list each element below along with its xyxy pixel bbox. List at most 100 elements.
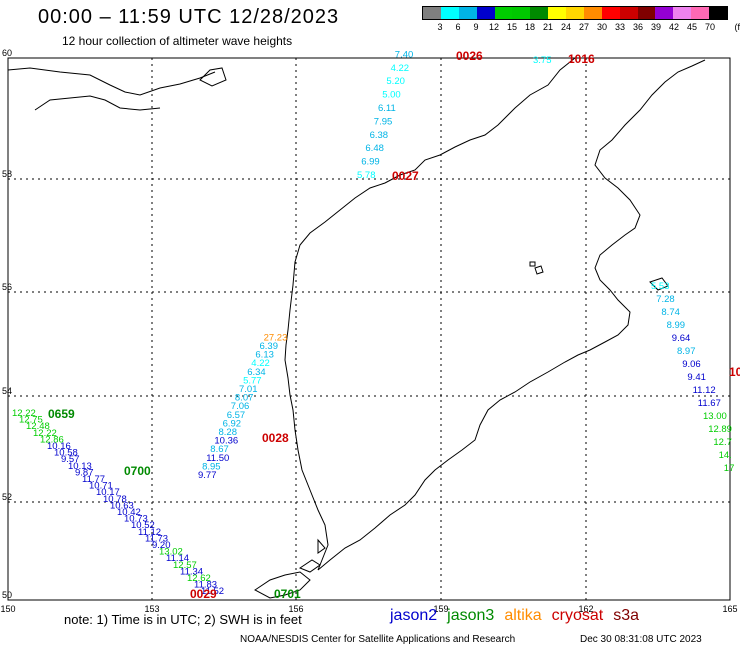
wave-height-value: 5.20 bbox=[386, 76, 405, 87]
wave-height-value: 12.89 bbox=[708, 424, 732, 435]
wave-height-value: 8.95 bbox=[202, 461, 221, 472]
wave-height-value: 11.12 bbox=[693, 385, 716, 396]
wave-height-value: 14. bbox=[719, 450, 732, 461]
scale-tick-label: 70 bbox=[704, 22, 716, 32]
scale-swatch bbox=[494, 7, 513, 19]
wave-height-value: 9.41 bbox=[687, 372, 706, 383]
wave-height-value: 10.78 bbox=[103, 494, 127, 505]
scale-tick-label: 36 bbox=[632, 22, 644, 32]
pass-time-label: 0027 bbox=[392, 169, 419, 183]
latitude-tick-label: 54 bbox=[2, 386, 12, 396]
scale-tick-label: 6 bbox=[455, 22, 461, 32]
scale-swatch bbox=[655, 7, 674, 19]
wave-height-value: 5.78 bbox=[357, 170, 376, 181]
footer-timestamp: Dec 30 08:31:08 UTC 2023 bbox=[580, 634, 702, 645]
wave-height-value: 12.48 bbox=[26, 421, 50, 432]
scale-tick-label: 45 bbox=[686, 22, 698, 32]
wave-height-value: 6.99 bbox=[361, 157, 380, 168]
latitude-tick-label: 56 bbox=[2, 282, 12, 292]
wave-height-value: 7.28 bbox=[656, 294, 675, 305]
color-scale-bar bbox=[422, 6, 728, 20]
scale-swatch bbox=[548, 7, 566, 19]
scale-swatch bbox=[476, 7, 495, 19]
wave-height-value: 10.16 bbox=[47, 441, 71, 452]
scale-tick-label: 9 bbox=[473, 22, 479, 32]
wave-height-value: 5.00 bbox=[382, 90, 401, 101]
wave-height-value: 10.73 bbox=[124, 514, 148, 525]
scale-swatch bbox=[691, 7, 709, 19]
wave-height-value: 13.00 bbox=[703, 411, 727, 422]
wave-height-value: 8.28 bbox=[219, 427, 238, 438]
wave-height-value: 4.22 bbox=[251, 358, 269, 369]
scale-swatch bbox=[583, 7, 602, 19]
latitude-tick-label: 60 bbox=[2, 48, 12, 58]
scale-swatch bbox=[512, 7, 531, 19]
wave-height-value: 8.07 bbox=[235, 393, 254, 404]
longitude-tick-label: 162 bbox=[578, 604, 593, 614]
wave-height-value: 7.40 bbox=[395, 49, 414, 60]
scale-tick-label: 15 bbox=[506, 22, 518, 32]
wave-height-value: 12.22 bbox=[12, 408, 36, 419]
wave-height-value: 8.97 bbox=[677, 346, 696, 357]
scale-swatch bbox=[423, 7, 441, 19]
wave-height-value: 9.77 bbox=[198, 470, 217, 481]
wave-height-value: 9.06 bbox=[682, 359, 701, 370]
legend-item-s3a: s3a bbox=[613, 607, 640, 624]
scale-swatch bbox=[458, 7, 477, 19]
wave-height-value: 9.87 bbox=[75, 467, 94, 478]
legend-item-jason3: jason3 bbox=[447, 607, 495, 624]
wave-height-value: 11.73 bbox=[145, 533, 168, 544]
footer-note: note: 1) Time is in UTC; 2) SWH is in fe… bbox=[64, 612, 302, 627]
wave-height-value: 27.23 bbox=[264, 332, 288, 343]
pass-time-label: 0029 bbox=[190, 587, 217, 601]
scale-tick-label: 3 bbox=[437, 22, 443, 32]
scale-swatch bbox=[709, 7, 727, 19]
latitude-tick-label: 52 bbox=[2, 492, 12, 502]
scale-tick-label: 12 bbox=[488, 22, 500, 32]
scale-swatch bbox=[637, 7, 656, 19]
wave-height-value: 10.17 bbox=[96, 487, 120, 498]
wave-height-value: 6.57 bbox=[227, 410, 246, 421]
scale-swatch bbox=[440, 7, 459, 19]
scale-unit-label: (ft) bbox=[734, 22, 740, 32]
wave-height-value: 6.38 bbox=[370, 130, 389, 141]
pass-time-label: 0026 bbox=[456, 49, 483, 63]
legend-item-jason2: jason2 bbox=[390, 607, 438, 624]
wave-height-value: 10.71 bbox=[89, 481, 113, 492]
wave-height-value: 13.02 bbox=[159, 547, 183, 558]
scale-swatch bbox=[601, 7, 620, 19]
scale-swatch bbox=[619, 7, 638, 19]
wave-height-value: 6.48 bbox=[365, 143, 384, 154]
wave-height-tracks: 12.2212.7512.4812.2212.8610.1610.589.571… bbox=[12, 49, 740, 601]
footer-credit: NOAA/NESDIS Center for Satellite Applica… bbox=[240, 634, 516, 645]
latitude-tick-label: 50 bbox=[2, 590, 12, 600]
wave-height-value: 12.7 bbox=[713, 437, 732, 448]
pass-time-label: 0701 bbox=[274, 587, 301, 601]
legend-item-cryosat: cryosat bbox=[551, 607, 604, 624]
wave-height-value: 12.57 bbox=[173, 560, 197, 571]
scale-tick-label: 33 bbox=[614, 22, 626, 32]
wave-height-value: 5.53 bbox=[651, 281, 670, 292]
wave-height-value: 8.99 bbox=[667, 320, 686, 331]
wave-height-value: 9.64 bbox=[672, 333, 691, 344]
wave-height-value: 11.12 bbox=[138, 527, 161, 538]
wave-height-value: 7.06 bbox=[231, 401, 250, 412]
wave-height-value: 10.63 bbox=[110, 500, 134, 511]
wave-height-value: 7.95 bbox=[374, 116, 393, 127]
page-title: 00:00 – 11:59 UTC 12/28/2023 bbox=[38, 6, 340, 28]
wave-height-value: 6.34 bbox=[247, 367, 266, 378]
scale-tick-label: 24 bbox=[560, 22, 572, 32]
scale-tick-label: 42 bbox=[668, 22, 680, 32]
scale-tick-label: 30 bbox=[596, 22, 608, 32]
wave-height-value: 10.42 bbox=[117, 507, 141, 518]
pass-time-label: 0028 bbox=[262, 431, 289, 445]
page-subtitle: 12 hour collection of altimeter wave hei… bbox=[62, 34, 293, 48]
scale-tick-label: 18 bbox=[524, 22, 536, 32]
wave-height-value: 17 bbox=[724, 463, 735, 474]
scale-swatch bbox=[530, 7, 549, 19]
wave-height-value: 11.83 bbox=[194, 580, 217, 591]
graticule: 150 153 156 159 162 165 60 58 56 54 52 50 bbox=[0, 48, 737, 614]
wave-height-value: 6.92 bbox=[223, 418, 242, 429]
